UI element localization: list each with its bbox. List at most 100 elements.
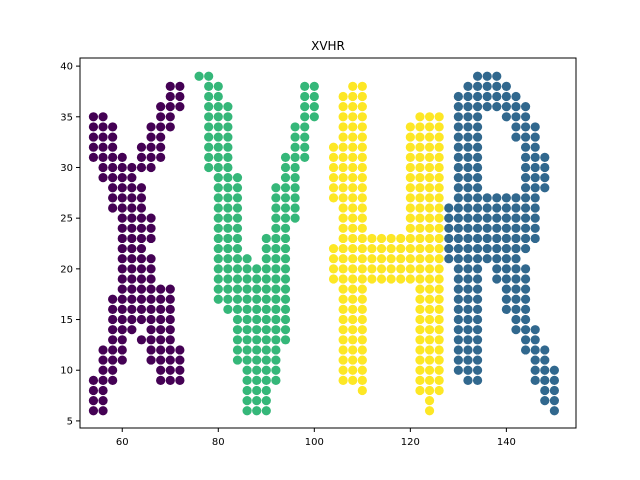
- data-point: [434, 213, 444, 223]
- data-point: [348, 345, 358, 355]
- data-point: [300, 112, 310, 122]
- data-point: [463, 173, 473, 183]
- data-point: [280, 152, 291, 162]
- data-point: [223, 264, 233, 274]
- series-1: [88, 81, 185, 416]
- data-point: [472, 375, 483, 385]
- data-point: [328, 173, 339, 183]
- data-point: [520, 142, 531, 152]
- data-point: [117, 274, 127, 284]
- y-tick-label: 5: [67, 416, 73, 427]
- data-point: [463, 294, 473, 304]
- data-point: [261, 396, 271, 406]
- data-point: [472, 345, 483, 355]
- data-point: [511, 264, 521, 274]
- data-point: [357, 132, 367, 142]
- data-point: [165, 91, 175, 102]
- data-point: [357, 193, 367, 203]
- data-point: [472, 355, 483, 365]
- data-point: [136, 223, 147, 233]
- data-point: [434, 233, 444, 244]
- data-point: [338, 213, 348, 223]
- data-point: [165, 335, 175, 345]
- data-point: [223, 213, 233, 223]
- data-point: [338, 162, 348, 173]
- data-point: [472, 274, 483, 284]
- data-point: [396, 264, 406, 274]
- data-point: [424, 355, 435, 365]
- data-point: [232, 203, 243, 213]
- data-point: [348, 142, 358, 152]
- data-point: [117, 243, 127, 254]
- data-point: [357, 335, 367, 345]
- data-point: [204, 71, 214, 81]
- data-point: [261, 325, 271, 335]
- data-point: [223, 274, 233, 284]
- data-point: [252, 304, 262, 314]
- data-point: [415, 264, 425, 274]
- data-point: [520, 314, 531, 325]
- data-point: [156, 132, 166, 142]
- data-point: [424, 284, 435, 294]
- data-point: [223, 112, 233, 122]
- data-point: [472, 152, 483, 162]
- data-point: [232, 325, 243, 335]
- data-point: [348, 325, 358, 335]
- data-point: [300, 142, 310, 152]
- data-point: [280, 162, 291, 173]
- data-point: [434, 254, 444, 264]
- data-point: [98, 406, 108, 416]
- data-point: [117, 335, 127, 345]
- data-point: [530, 375, 540, 385]
- data-point: [424, 385, 435, 396]
- data-point: [98, 142, 108, 152]
- data-point: [540, 375, 550, 385]
- data-point: [300, 122, 310, 132]
- data-point: [530, 203, 540, 213]
- data-point: [223, 132, 233, 142]
- data-point: [463, 314, 473, 325]
- data-point: [252, 314, 262, 325]
- data-point: [338, 132, 348, 142]
- data-point: [223, 183, 233, 193]
- data-point: [501, 203, 511, 213]
- data-point: [405, 233, 415, 244]
- data-point: [530, 173, 540, 183]
- data-point: [232, 274, 243, 284]
- data-point: [405, 162, 415, 173]
- data-point: [165, 284, 175, 294]
- data-point: [165, 304, 175, 314]
- data-point: [453, 193, 463, 203]
- data-point: [472, 203, 483, 213]
- data-point: [108, 173, 118, 183]
- data-point: [338, 294, 348, 304]
- data-point: [213, 122, 223, 132]
- data-point: [472, 102, 483, 112]
- data-point: [348, 314, 358, 325]
- data-point: [280, 264, 291, 274]
- data-point: [338, 193, 348, 203]
- data-point: [328, 274, 339, 284]
- data-point: [175, 91, 185, 102]
- data-point: [357, 233, 367, 244]
- data-point: [424, 152, 435, 162]
- data-point: [492, 254, 502, 264]
- data-point: [223, 122, 233, 132]
- data-point: [232, 183, 243, 193]
- data-point: [204, 122, 214, 132]
- data-point: [98, 375, 108, 385]
- data-point: [453, 314, 463, 325]
- data-points: [88, 71, 559, 416]
- data-point: [520, 162, 531, 173]
- data-point: [213, 213, 223, 223]
- data-point: [213, 112, 223, 122]
- data-point: [520, 264, 531, 274]
- data-point: [549, 385, 559, 396]
- data-point: [463, 81, 473, 91]
- data-point: [88, 122, 99, 132]
- data-point: [146, 142, 156, 152]
- data-point: [415, 375, 425, 385]
- data-point: [463, 243, 473, 254]
- data-point: [242, 264, 252, 274]
